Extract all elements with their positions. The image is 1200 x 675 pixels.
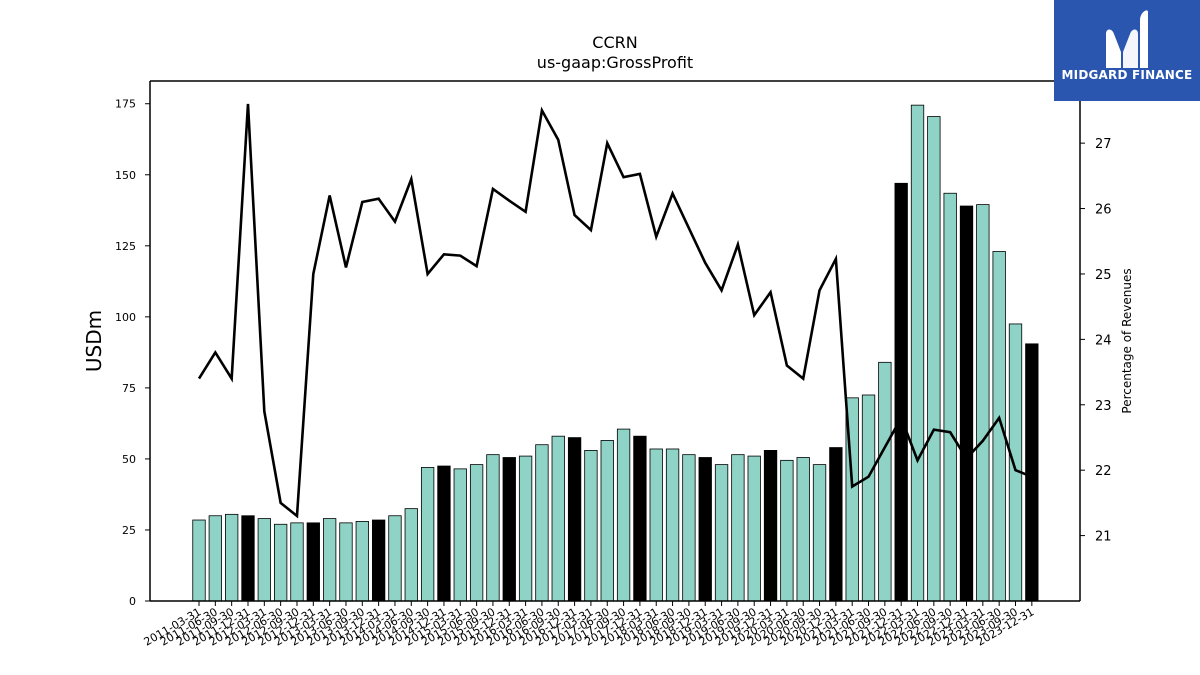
midgard-m-logo-icon [1106, 10, 1148, 69]
y2-tick-label: 24 [1095, 333, 1112, 348]
midgard-finance-logo: MIDGARD FINANCE [1054, 0, 1200, 101]
bar [698, 457, 712, 602]
bar [225, 513, 239, 602]
bar [518, 455, 533, 602]
bar [241, 515, 255, 602]
y2-tick-label: 26 [1095, 203, 1112, 218]
bar-series [192, 104, 1039, 602]
y-axis-label: USDm [82, 310, 106, 372]
bar [257, 518, 271, 602]
bar [339, 522, 353, 602]
y-tick-label: 50 [122, 453, 136, 466]
bar [322, 518, 337, 602]
bar [453, 468, 467, 602]
bar [420, 467, 435, 602]
bar [208, 515, 222, 602]
bar [192, 519, 206, 602]
bar [861, 394, 876, 602]
logo-text: MIDGARD FINANCE [1061, 68, 1193, 82]
y-tick-label: 25 [122, 524, 136, 537]
bar [992, 251, 1006, 602]
line-series [197, 103, 1033, 519]
bar [469, 464, 484, 602]
bar [829, 447, 843, 602]
bar [649, 448, 663, 602]
y-tick-label: 150 [115, 169, 136, 182]
bar [665, 448, 680, 602]
y2-tick-label: 23 [1095, 399, 1112, 414]
bar [535, 444, 549, 602]
bar [273, 523, 288, 602]
bar [747, 455, 761, 602]
y2-axis-label: Percentage of Revenues [1120, 268, 1134, 413]
bar [796, 457, 810, 602]
y-tick-label: 75 [122, 382, 136, 395]
bar [567, 437, 582, 602]
bar [714, 464, 729, 602]
bar [763, 449, 778, 602]
bar [780, 459, 794, 602]
y2-tick-label: 22 [1095, 464, 1112, 479]
bar [616, 428, 631, 602]
bar [959, 205, 974, 602]
percentage-line [197, 103, 1033, 519]
y2-tick-label: 25 [1095, 268, 1112, 283]
bar [731, 454, 745, 602]
y2-tick-label: 27 [1095, 137, 1112, 152]
bar [371, 519, 386, 602]
bar [894, 182, 908, 602]
bar [355, 521, 369, 602]
chart-title: CCRN [592, 33, 637, 52]
bar [682, 454, 696, 602]
bar [404, 508, 418, 602]
bar [306, 522, 320, 602]
y-tick-label: 125 [115, 240, 136, 253]
bar [812, 464, 827, 602]
y-tick-label: 0 [129, 595, 136, 608]
axes: 0255075100125150175212223242526272011-03… [115, 80, 1112, 649]
bar [388, 515, 402, 602]
bar [1025, 343, 1039, 602]
bar [927, 116, 941, 602]
y2-tick-label: 21 [1095, 530, 1112, 545]
bar [633, 435, 647, 602]
y-tick-label: 175 [115, 98, 136, 111]
bar [437, 465, 451, 602]
bar [584, 449, 598, 602]
bar [943, 192, 957, 602]
bar [486, 454, 500, 602]
bar [1008, 323, 1023, 602]
bar [910, 104, 925, 602]
bar [290, 522, 304, 602]
bar [551, 435, 565, 602]
bar [878, 361, 892, 602]
bar [976, 204, 990, 602]
chart-subtitle: us-gaap:GrossProfit [537, 53, 693, 72]
bar [502, 457, 516, 602]
bar [600, 440, 614, 602]
y-tick-label: 100 [115, 311, 136, 324]
